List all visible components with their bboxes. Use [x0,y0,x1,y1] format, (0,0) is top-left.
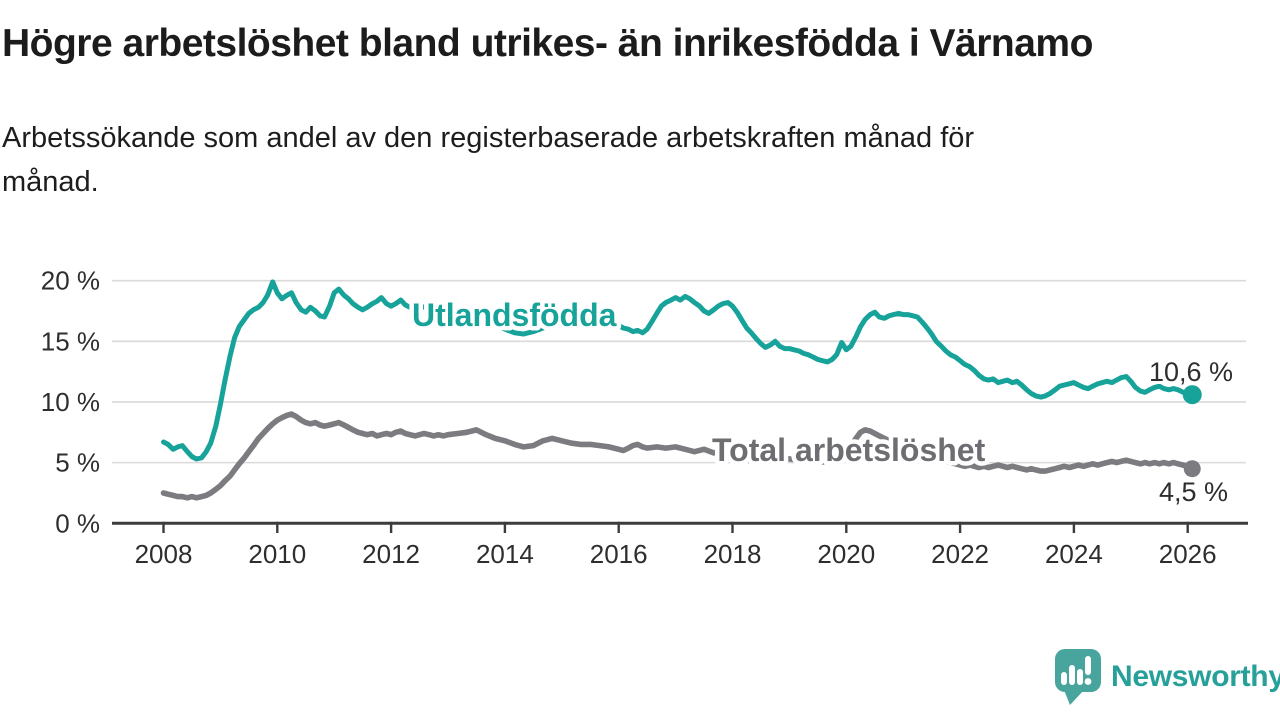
end-value-total-arbetsloshet: 4,5 % [1159,477,1228,507]
y-axis-label: 5 % [55,448,100,478]
y-axis-labels: 0 % 5 % 10 % 15 % 20 % [41,266,100,539]
y-axis-label: 15 % [41,326,100,356]
series-end-dots [1182,385,1202,478]
newsworthy-logo: Newsworthy [1054,648,1280,706]
x-axis-label: 2012 [362,539,420,569]
series-label-total-arbetsloshet: Total arbetslöshet [712,432,986,468]
x-axis-labels: 2008 2010 2012 2014 2016 2018 2020 2022 2024 2026 [135,539,1217,569]
x-axis-label: 2020 [817,539,875,569]
y-axis-label: 20 % [41,266,100,296]
y-axis-label: 0 % [55,508,100,538]
chart-title: Högre arbetslöshet bland utrikes- än inr… [2,22,1093,65]
x-axis-label: 2014 [476,539,534,569]
y-axis-label: 10 % [41,387,100,417]
newsworthy-wordmark: Newsworthy [1111,660,1280,693]
x-axis-label: 2008 [135,539,193,569]
x-axis-label: 2026 [1159,539,1217,569]
series-lines [160,279,1196,501]
end-value-utlandsfodda: 10,6 % [1149,357,1233,387]
newsworthy-icon [1055,649,1101,705]
series-line-utlandsfodda [161,279,1195,462]
series-line-total [160,411,1196,501]
chart-subtitle: Arbetssökande som andel av den registerb… [2,122,975,199]
x-axis-label: 2022 [931,539,989,569]
x-axis-label: 2016 [590,539,648,569]
x-axis-label: 2024 [1045,539,1103,569]
end-dot-utlandsfodda [1182,385,1202,405]
gridlines [112,279,1246,464]
series-label-utlandsfodda: Utlandsfödda [412,297,617,333]
end-dot-total [1183,460,1201,478]
x-axis-label: 2010 [248,539,306,569]
x-axis-ticks [162,521,1189,533]
x-axis-label: 2018 [704,539,762,569]
